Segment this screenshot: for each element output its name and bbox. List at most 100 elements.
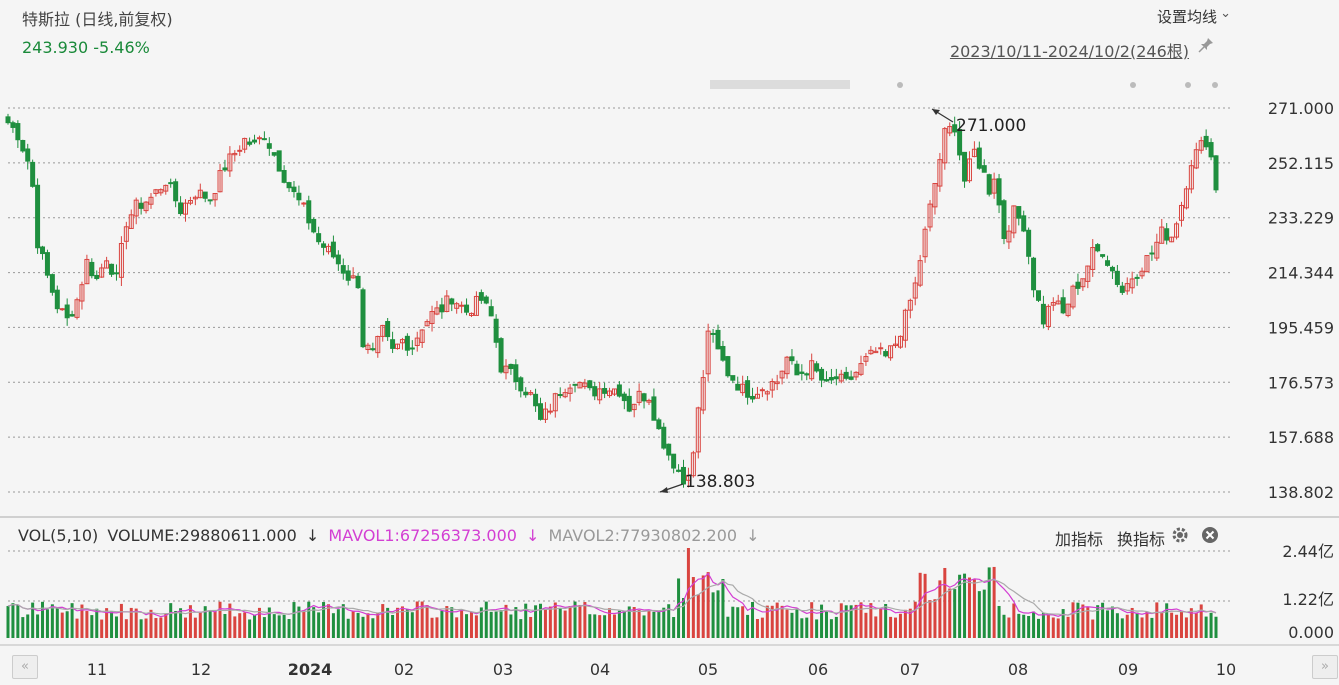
volume-bar [1076, 602, 1080, 638]
last-price: 243.930 [22, 38, 89, 57]
pin-icon[interactable] [1197, 36, 1215, 54]
volume-bar [686, 548, 690, 638]
volume-bar [504, 604, 508, 638]
volume-bar [795, 608, 799, 638]
candle-body [907, 299, 913, 311]
candle-body [621, 393, 627, 402]
candle-body [572, 383, 578, 386]
volume-bar [963, 573, 967, 638]
candle-body [700, 377, 706, 411]
volume-bar [336, 609, 340, 638]
candle-body [695, 407, 701, 453]
candle-body [237, 149, 243, 152]
x-tick-label: 2024 [288, 660, 333, 679]
candle-body [232, 152, 238, 156]
candle-body [217, 170, 223, 193]
volume-bar [657, 610, 661, 638]
candle-body [1183, 188, 1189, 209]
volume-bar [376, 613, 380, 638]
volume-bar [257, 607, 261, 638]
candle-body [1001, 200, 1007, 239]
volume-bar [1086, 607, 1090, 638]
scroll-right-button[interactable]: » [1312, 655, 1338, 679]
volume-bar [519, 619, 523, 638]
candle-body [735, 383, 741, 391]
candle-body [355, 275, 361, 289]
candle-body [745, 380, 751, 398]
candle-body [730, 375, 736, 381]
volume-bar [119, 603, 123, 638]
candle-body [577, 381, 583, 389]
volume-bar [770, 605, 774, 638]
candle-body [168, 182, 174, 185]
volume-bar [11, 603, 15, 638]
chevron-down-icon[interactable]: ⌄ [1220, 6, 1231, 21]
volume-bar [1017, 613, 1021, 638]
candle-body [153, 189, 159, 194]
volume-bar [80, 604, 84, 638]
y-tick-label: 271.000 [1268, 99, 1334, 118]
volume-bar [149, 609, 153, 638]
volume-bar [677, 578, 681, 638]
candle-body [809, 360, 815, 380]
candle-body [350, 275, 356, 279]
volume-bar [317, 612, 321, 638]
volume-bar [277, 615, 281, 638]
volume-bar [415, 601, 419, 638]
volume-bar [184, 617, 188, 638]
volume-bar [543, 609, 547, 638]
volume-bar [859, 602, 863, 638]
set-ma-button[interactable]: 设置均线 [1156, 8, 1217, 26]
x-tick-label: 11 [87, 660, 107, 679]
candle-body [419, 329, 425, 343]
add-indicator-button[interactable]: 加指标 [1054, 530, 1103, 549]
candle-body [296, 192, 302, 201]
close-icon[interactable] [1201, 526, 1219, 544]
volume-bar [1061, 609, 1065, 638]
candle-body [266, 143, 272, 149]
volume-bar [1081, 604, 1085, 638]
volume-bar [50, 604, 54, 638]
volume-bar [672, 617, 676, 638]
volume-bar [228, 603, 232, 638]
candle-body [893, 343, 899, 347]
volume-bar [1051, 617, 1055, 638]
y-tick-label: 176.573 [1268, 373, 1334, 392]
volume-bar [356, 612, 360, 638]
volume-bar [558, 608, 562, 638]
volume-bar [420, 601, 424, 638]
candle-body [720, 345, 726, 361]
candle-body [991, 178, 997, 194]
candle-body [611, 388, 617, 395]
candle-body [291, 186, 297, 193]
candle-body [1016, 206, 1022, 219]
volume-bar [918, 572, 922, 638]
volume-bar [1071, 602, 1075, 638]
gear-icon[interactable] [1171, 526, 1189, 544]
volume-bar [208, 611, 212, 638]
date-range-link[interactable]: 2023/10/11-2024/10/2(246根) [949, 42, 1189, 61]
volume-bar [972, 579, 976, 638]
switch-indicator-button[interactable]: 换指标 [1116, 530, 1165, 549]
volume-bar [435, 617, 439, 638]
volume-bar [144, 618, 148, 638]
volume-bar [41, 601, 45, 638]
volume-bar [534, 605, 538, 638]
candle-body [118, 243, 124, 278]
scroll-left-button[interactable]: « [12, 655, 38, 679]
volume-bar [1170, 612, 1174, 638]
candle-body [69, 314, 75, 317]
volume-bar [391, 614, 395, 638]
volume-bar [396, 607, 400, 638]
candle-body [616, 384, 622, 397]
candle-body [325, 245, 331, 253]
candle-body [1050, 302, 1056, 306]
candle-body [49, 274, 55, 293]
candle-body [1124, 283, 1130, 292]
volume-bar [31, 602, 35, 638]
volume-bar [198, 612, 202, 638]
volume-bar [188, 605, 192, 638]
volume-bar [568, 606, 572, 638]
candle-body [1134, 276, 1140, 279]
